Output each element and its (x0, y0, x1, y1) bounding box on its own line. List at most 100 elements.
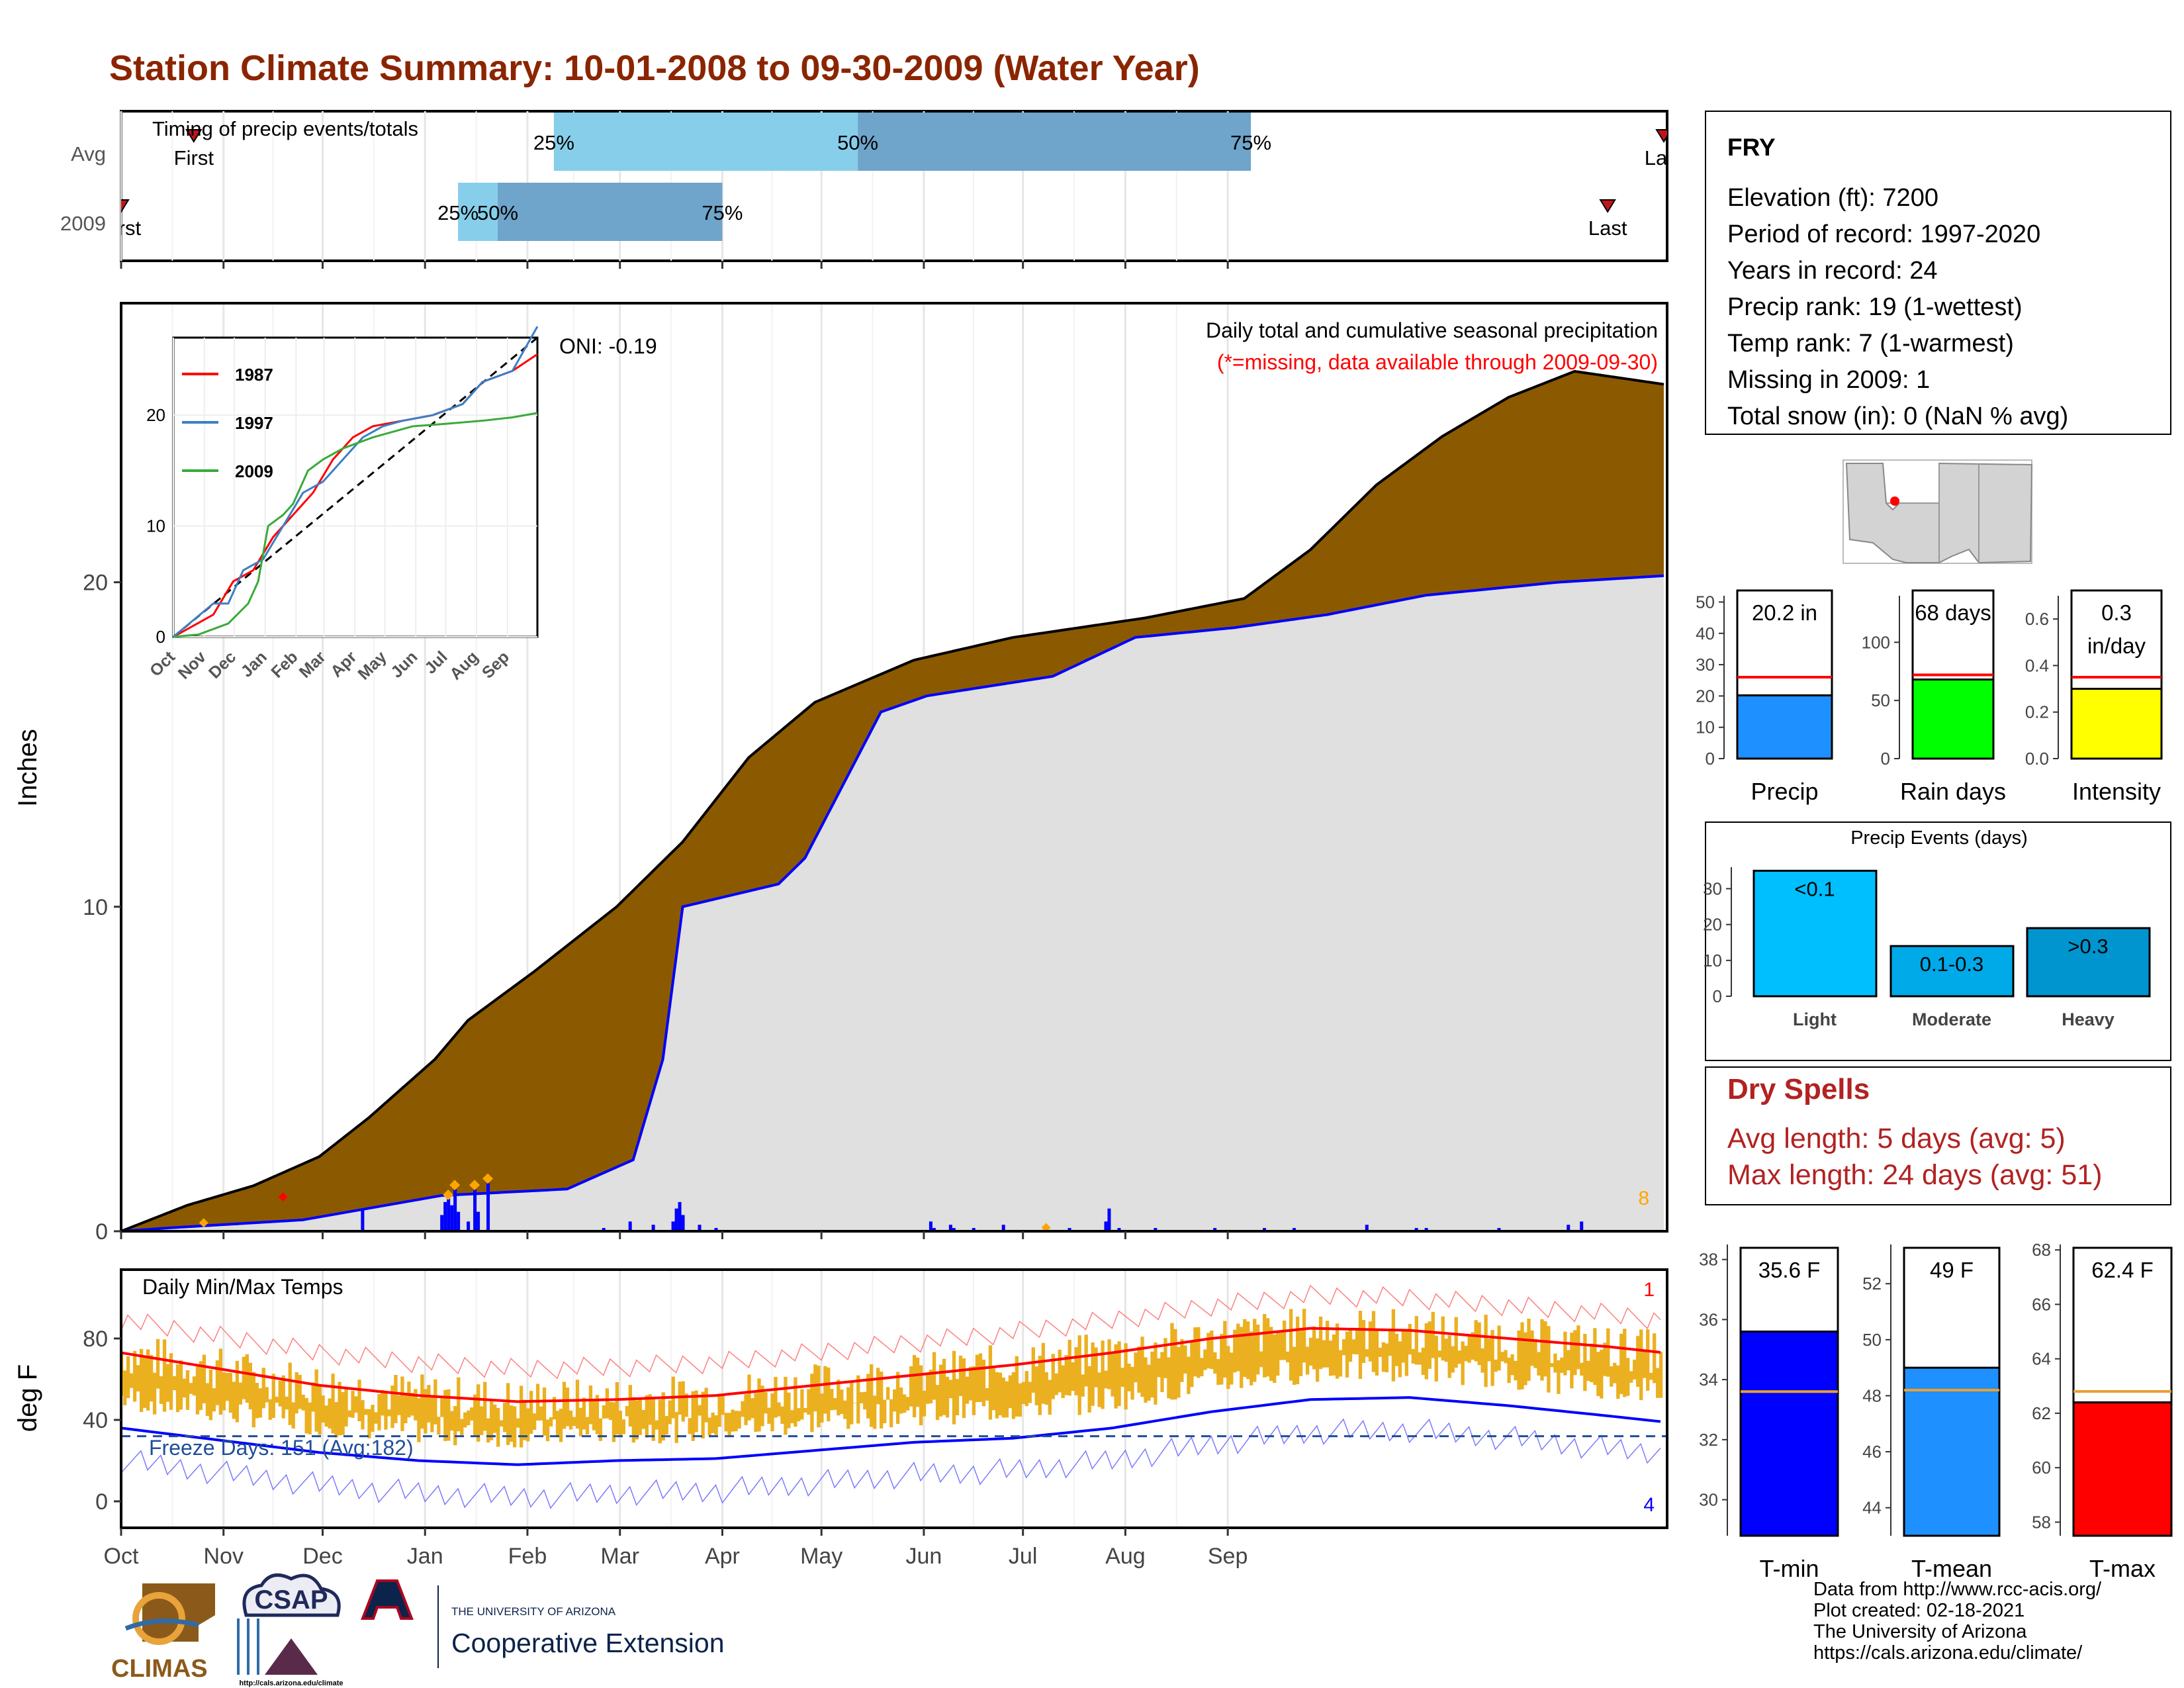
temp-daily-bar (714, 1415, 718, 1435)
temp-daily-bar (1629, 1371, 1633, 1383)
temp-daily-bar (185, 1370, 190, 1410)
intensity-label: Intensity (2072, 778, 2161, 805)
temp-daily-bar (212, 1388, 216, 1412)
precip-total-tick-label: 0 (1706, 749, 1715, 769)
temp-daily-bar (1226, 1346, 1230, 1389)
temp-daily-bar (1461, 1341, 1465, 1385)
temp-daily-bar (361, 1400, 365, 1430)
ua-small-text: THE UNIVERSITY OF ARIZONA (451, 1605, 616, 1618)
temp-daily-bar (1034, 1366, 1038, 1405)
rain-days-tick-label: 50 (1871, 690, 1890, 710)
locator-map (1843, 459, 2033, 564)
temp-daily-bar (1596, 1352, 1600, 1397)
tmin-tick-label: 32 (1699, 1430, 1718, 1450)
x-tick-label: Feb (508, 1544, 547, 1569)
precip-daily-bar (443, 1201, 447, 1231)
temp-daily-bar (486, 1418, 490, 1443)
temp-daily-bar (285, 1396, 289, 1410)
temp-daily-bar (437, 1417, 441, 1435)
temp-daily-bar (222, 1372, 226, 1411)
timing-bar-25-50 (553, 113, 858, 171)
station-line-precip-rank: Precip rank: 19 (1-wettest) (1727, 293, 2023, 321)
temp-daily-bar (1411, 1348, 1415, 1364)
temp-daily-bar (1613, 1362, 1617, 1383)
temp-daily-bar (1008, 1375, 1013, 1409)
temp-daily-bar (420, 1374, 424, 1429)
temp-daily-bar (1487, 1338, 1491, 1362)
climas-logo: CLIMAS (111, 1583, 215, 1683)
temp-daily-bar (651, 1398, 655, 1441)
precip-total-tick-label: 10 (1696, 718, 1715, 737)
temp-daily-bar (1557, 1360, 1561, 1394)
temp-daily-bar (975, 1354, 979, 1403)
csap-mountain (265, 1638, 318, 1675)
temp-daily-bar (1273, 1334, 1277, 1383)
temp-daily-bar (1266, 1318, 1270, 1377)
temp-daily-bar (932, 1352, 936, 1400)
ua-big-text: Cooperative Extension (451, 1628, 725, 1658)
temp-daily-bar (1220, 1334, 1224, 1385)
temp-daily-bar (694, 1390, 698, 1432)
temp-daily-bar (621, 1419, 626, 1434)
temp-daily-bar (1150, 1351, 1154, 1398)
temp-daily-bar (929, 1370, 933, 1404)
events-y-tick-label: 30 (1703, 879, 1722, 899)
precip-total-label: Precip (1751, 778, 1818, 805)
tmax-tick-label: 68 (2032, 1240, 2051, 1260)
temp-daily-bar (417, 1398, 421, 1442)
precip-daily-bar (602, 1228, 606, 1231)
temp-daily-bar (688, 1418, 692, 1434)
temp-daily-bar (238, 1382, 242, 1405)
tmin-label: T-min (1760, 1555, 1819, 1582)
temp-daily-bar (1081, 1374, 1085, 1397)
temp-daily-bar (1206, 1333, 1210, 1369)
precip-daily-bar (1104, 1221, 1108, 1231)
temp-daily-bar (803, 1407, 807, 1413)
temp-daily-bar (638, 1399, 642, 1435)
temp-daily-bar (1623, 1329, 1627, 1397)
temp-daily-bar (407, 1382, 411, 1418)
temp-daily-bar (1550, 1363, 1554, 1368)
temp-daily-bar (1233, 1329, 1237, 1373)
temp-daily-bar (820, 1393, 824, 1423)
timing-bar-50-75 (498, 183, 723, 241)
precip-daily-bar (473, 1189, 477, 1231)
temp-daily-bar (840, 1389, 844, 1415)
tmean-tick-label: 46 (1862, 1442, 1882, 1462)
precip-daily-bars (199, 1173, 1584, 1233)
temp-daily-bar (1398, 1341, 1402, 1378)
temp-daily-bar (1213, 1352, 1217, 1374)
tmax-label: T-max (2089, 1555, 2156, 1582)
temp-daily-bar (995, 1372, 999, 1419)
events-bar-moderate (1889, 945, 2015, 998)
temp-daily-bar (945, 1376, 950, 1418)
tmin-bar (1739, 1331, 1839, 1537)
freeze-days-label: Freeze Days: 151 (Avg:182) (149, 1436, 414, 1460)
temp-daily-bar (1418, 1352, 1422, 1365)
temp-daily-bar (1048, 1380, 1052, 1415)
temp-line-avg-min (120, 1396, 1661, 1466)
x-tick-label: Jul (1009, 1544, 1037, 1569)
dry-spells-title: Dry Spells (1727, 1073, 1870, 1105)
temp-daily-bar (701, 1391, 705, 1439)
temp-daily-bar (1322, 1340, 1326, 1368)
temp-daily-bar (1282, 1320, 1287, 1360)
temp-daily-bar (1464, 1345, 1468, 1362)
temp-daily-bar (205, 1383, 210, 1417)
temp-daily-bar (1236, 1323, 1240, 1372)
temp-daily-bar (625, 1405, 629, 1417)
temp-daily-bar (981, 1359, 986, 1407)
temp-daily-bar (278, 1380, 282, 1407)
temp-daily-bar (1200, 1358, 1204, 1377)
climas-logo-ring (132, 1592, 185, 1645)
temp-daily-bar (397, 1395, 401, 1415)
tmax-tick-label: 60 (2032, 1458, 2051, 1477)
temp-daily-bar (295, 1372, 298, 1414)
temp-daily-bar (612, 1402, 616, 1442)
temp-daily-bar (522, 1399, 527, 1440)
temp-daily-bar (721, 1393, 725, 1415)
tmin-tick-label: 34 (1699, 1370, 1718, 1389)
temp-daily-bar (1610, 1366, 1614, 1387)
